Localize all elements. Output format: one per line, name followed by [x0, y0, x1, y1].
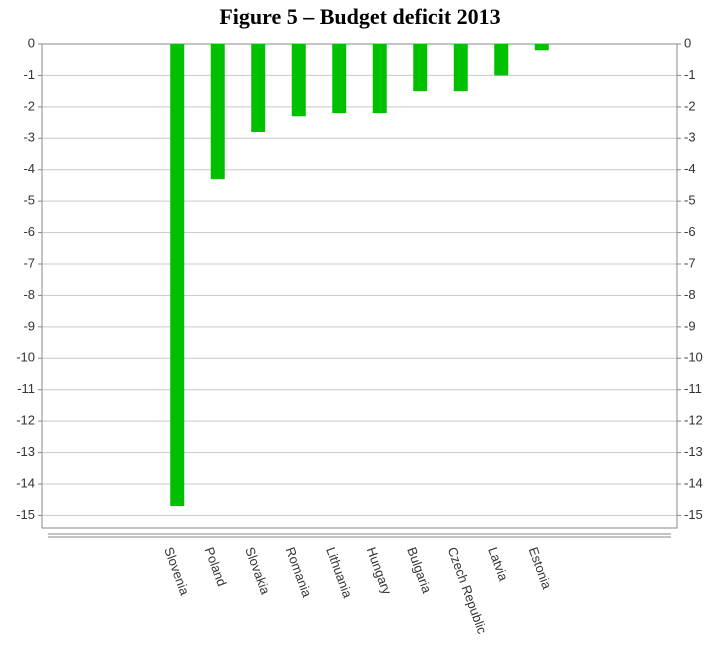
bar	[170, 44, 185, 506]
bar	[210, 44, 225, 180]
x-tick-label: Lithuania	[323, 545, 355, 600]
bar	[332, 44, 347, 114]
y-tick-label: -14	[16, 475, 35, 490]
x-tick-label: Romania	[283, 545, 315, 600]
y2-tick-label: 0	[684, 35, 691, 50]
y2-tick-label: -2	[684, 98, 696, 113]
y2-tick-label: -8	[684, 287, 696, 302]
y-tick-label: -8	[23, 287, 35, 302]
y-tick-label: -6	[23, 224, 35, 239]
bar	[534, 44, 549, 51]
bar	[494, 44, 509, 76]
y-tick-label: -2	[23, 98, 35, 113]
y-tick-label: -4	[23, 161, 35, 176]
y-tick-label: -10	[16, 350, 35, 365]
x-tick-label: Slovenia	[161, 545, 192, 598]
y2-tick-label: -11	[684, 381, 702, 396]
y2-tick-label: -14	[684, 475, 703, 490]
y-tick-label: 0	[28, 35, 35, 50]
y2-tick-label: -1	[684, 67, 696, 82]
y-tick-label: -7	[23, 255, 35, 270]
x-tick-label: Hungary	[364, 545, 395, 597]
y2-tick-label: -3	[684, 130, 696, 145]
y2-tick-label: -10	[684, 350, 703, 365]
y-tick-label: -12	[16, 413, 35, 428]
y2-tick-label: -9	[684, 318, 696, 333]
y2-tick-label: -7	[684, 255, 696, 270]
y-tick-label: -11	[17, 381, 35, 396]
y-tick-label: -5	[23, 193, 35, 208]
bar	[251, 44, 266, 132]
bar	[453, 44, 468, 92]
x-tick-label: Slovakia	[242, 545, 273, 597]
y-tick-label: -3	[23, 130, 35, 145]
plot-frame	[41, 43, 678, 529]
bar	[413, 44, 428, 92]
x-tick-label: Estonia	[526, 545, 555, 592]
y2-tick-label: -5	[684, 193, 696, 208]
bar	[291, 44, 306, 117]
y-tick-label: -15	[16, 507, 35, 522]
y2-tick-label: -4	[684, 161, 696, 176]
y2-tick-label: -13	[684, 444, 703, 459]
y2-tick-label: -12	[684, 413, 703, 428]
y2-tick-label: -15	[684, 507, 703, 522]
x-tick-label: Bulgaria	[404, 545, 435, 596]
y-tick-label: -1	[23, 67, 35, 82]
bar	[372, 44, 387, 114]
y2-tick-label: -6	[684, 224, 696, 239]
x-tick-label: Latvia	[485, 545, 511, 583]
x-tick-label: Czech Republic	[445, 545, 490, 636]
x-tick-label: Poland	[202, 545, 230, 588]
y-tick-label: -13	[16, 444, 35, 459]
y-tick-label: -9	[23, 318, 35, 333]
chart-title: Figure 5 – Budget deficit 2013	[219, 4, 500, 29]
